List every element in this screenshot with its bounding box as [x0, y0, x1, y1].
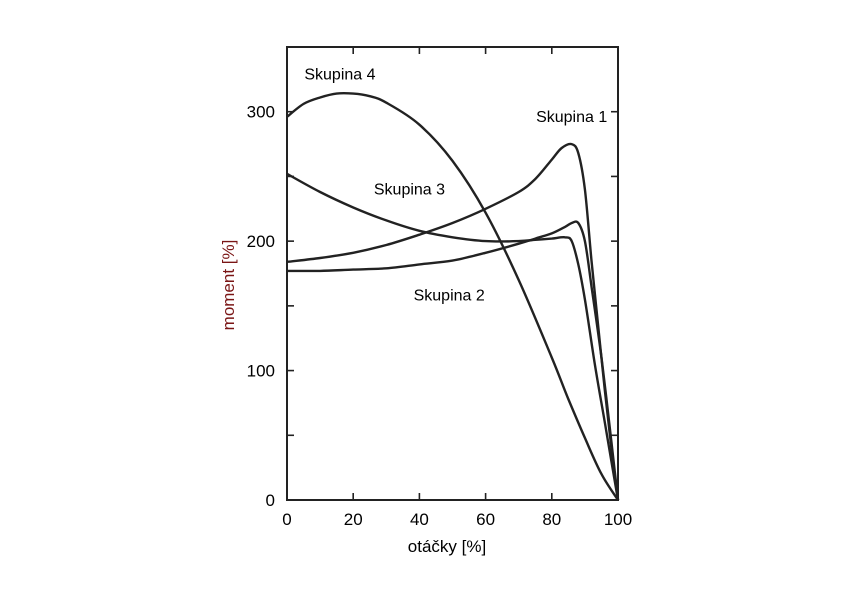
y-tick-label: 300	[247, 103, 275, 122]
series-label-skupina-3: Skupina 3	[374, 182, 445, 199]
series-line-skupina-1	[286, 142, 620, 501]
plot-frame	[286, 46, 619, 501]
series-label-skupina-2: Skupina 2	[414, 288, 485, 305]
x-tick-label: 0	[282, 510, 291, 529]
y-axis-title: moment [%]	[219, 240, 238, 331]
series-curves	[286, 91, 620, 501]
series-line-skupina-4	[286, 91, 620, 501]
x-tick-label: 80	[542, 510, 561, 529]
x-tick-label: 20	[344, 510, 363, 529]
series-label-skupina-4: Skupina 4	[304, 66, 375, 83]
series-line-skupina-3	[286, 172, 620, 501]
x-tick-label: 60	[476, 510, 495, 529]
x-axis-title: otáčky [%]	[408, 537, 486, 556]
series-labels: Skupina 1 Skupina 2 Skupina 3 Skupina 4	[304, 66, 607, 304]
y-tick-label: 0	[266, 491, 275, 510]
tick-labels: 0 20 40 60 80 100 0 100 200 300	[247, 103, 633, 529]
y-tick-label: 100	[247, 362, 275, 381]
series-line-skupina-2	[286, 220, 620, 501]
x-tick-label: 40	[410, 510, 429, 529]
x-tick-label: 100	[604, 510, 632, 529]
series-label-skupina-1: Skupina 1	[536, 109, 607, 126]
y-tick-label: 200	[247, 232, 275, 251]
